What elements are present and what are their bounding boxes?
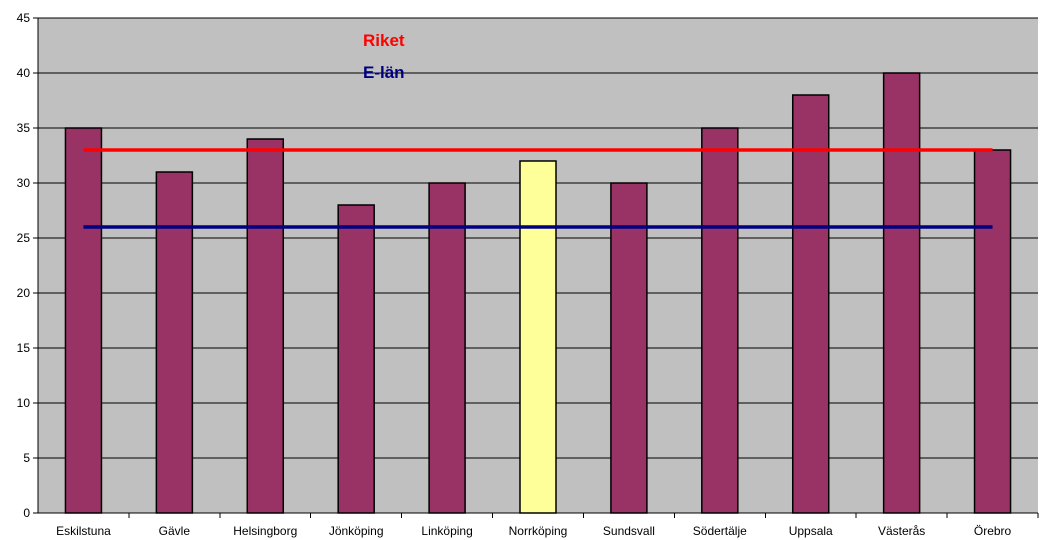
y-tick-label: 45	[17, 11, 31, 25]
bar-norrköping	[519, 160, 557, 514]
x-tick-label: Eskilstuna	[56, 524, 111, 538]
x-tick-label: Örebro	[974, 524, 1012, 538]
bar-eskilstuna	[64, 127, 103, 514]
x-tick-label: Gävle	[159, 524, 191, 538]
y-tick-label: 20	[17, 286, 31, 300]
bar-södertälje	[701, 127, 739, 514]
x-tick-label: Västerås	[878, 524, 925, 538]
x-tick-label: Sundsvall	[603, 524, 655, 538]
bar-sundsvall	[610, 182, 648, 514]
bar-linköping	[428, 182, 466, 514]
y-tick-label: 35	[17, 121, 31, 135]
x-tick-label: Södertälje	[693, 524, 747, 538]
x-tick-label: Linköping	[421, 524, 472, 538]
y-tick-label: 25	[17, 231, 31, 245]
legend-label-e-lan: E-län	[363, 63, 405, 82]
bar-västerås	[882, 72, 921, 514]
y-tick-label: 30	[17, 176, 31, 190]
x-tick-label: Norrköping	[509, 524, 568, 538]
x-tick-label: Uppsala	[789, 524, 833, 538]
bar-uppsala	[791, 94, 830, 514]
bar-gävle	[155, 171, 194, 514]
y-tick-label: 15	[17, 341, 31, 355]
y-tick-label: 40	[17, 66, 31, 80]
bar-jönköping	[337, 204, 375, 514]
x-tick-label: Helsingborg	[233, 524, 297, 538]
y-tick-label: 5	[23, 451, 30, 465]
bar-örebro	[973, 149, 1012, 514]
x-tick-label: Jönköping	[329, 524, 384, 538]
y-tick-label: 10	[17, 396, 31, 410]
legend-label-riket: Riket	[363, 31, 405, 50]
y-tick-label: 0	[23, 506, 30, 520]
bar-helsingborg	[246, 138, 285, 514]
